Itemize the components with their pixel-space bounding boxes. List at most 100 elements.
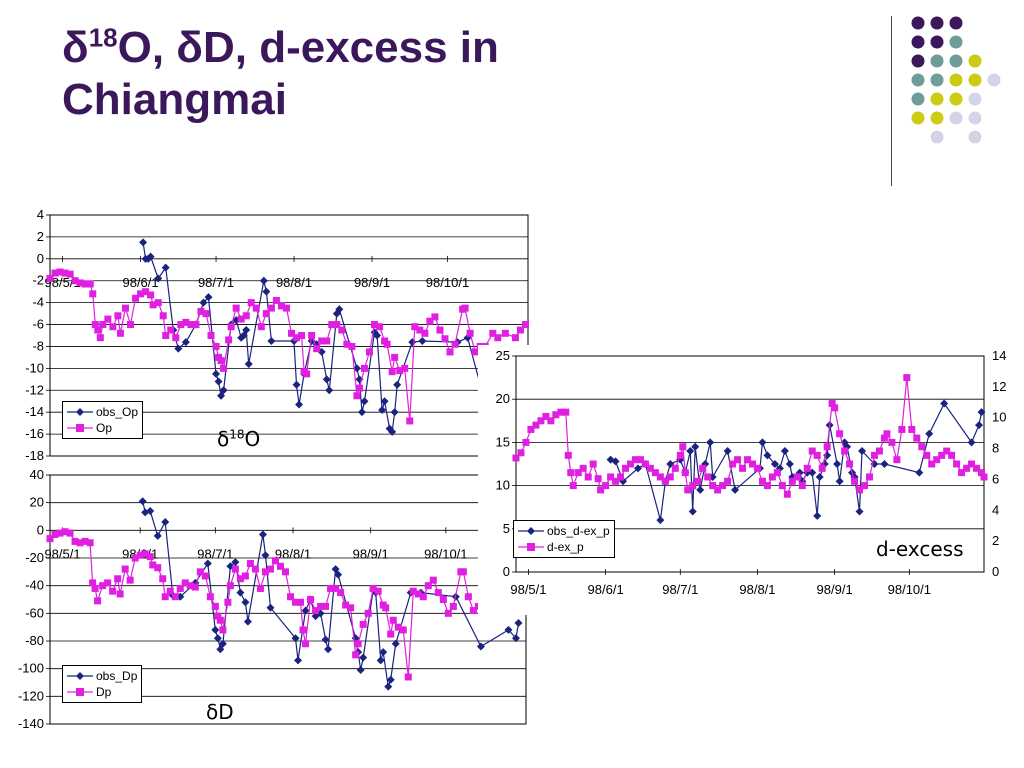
- y-tick-label: -16: [25, 426, 44, 441]
- data-point: [706, 438, 715, 447]
- data-point: [214, 612, 222, 620]
- o18-legend: obs_Op Op: [62, 401, 144, 439]
- data-point: [66, 270, 74, 278]
- data-point: [360, 397, 369, 406]
- data-point: [414, 590, 422, 598]
- data-point: [569, 482, 577, 490]
- data-point: [227, 323, 235, 331]
- data-point: [429, 576, 437, 584]
- data-point: [159, 312, 167, 320]
- data-point: [594, 475, 602, 483]
- data-point: [606, 455, 615, 464]
- data-point: [127, 321, 135, 329]
- data-point: [512, 454, 520, 462]
- data-point: [167, 326, 175, 334]
- data-point: [378, 405, 387, 414]
- data-point: [139, 238, 148, 247]
- data-point: [109, 323, 117, 331]
- data-point: [421, 329, 429, 337]
- data-point: [154, 274, 163, 283]
- data-point: [785, 460, 794, 468]
- x-tick-label: 98/5/1: [45, 275, 81, 290]
- data-point: [461, 304, 469, 312]
- data-point: [831, 404, 839, 412]
- data-point: [199, 298, 208, 307]
- data-point: [557, 408, 565, 416]
- data-point: [364, 609, 372, 617]
- data-point: [247, 299, 255, 307]
- data-point: [813, 451, 821, 459]
- legend-entry: d-ex_p: [518, 539, 610, 555]
- data-point: [391, 639, 400, 648]
- legend-label: obs_Dp: [96, 669, 138, 683]
- data-point: [666, 473, 674, 481]
- data-point: [214, 377, 223, 386]
- data-point: [348, 342, 356, 350]
- data-point: [307, 596, 315, 603]
- x-tick-label: 98/9/1: [354, 275, 390, 290]
- y2-tick-label: 14: [992, 348, 1006, 363]
- data-point: [612, 477, 620, 485]
- data-point: [294, 656, 303, 665]
- data-point: [399, 626, 407, 634]
- x-tick-label: 98/6/1: [122, 275, 158, 290]
- data-point: [883, 430, 891, 438]
- data-point: [537, 417, 545, 425]
- data-point: [846, 460, 854, 468]
- data-point: [166, 587, 174, 595]
- data-point: [918, 443, 926, 451]
- x-tick-label: 98/8/1: [276, 275, 312, 290]
- data-point: [154, 564, 162, 572]
- data-point: [136, 551, 144, 559]
- data-point: [186, 582, 194, 590]
- data-point: [261, 568, 269, 576]
- y-tick-label: 20: [30, 495, 44, 510]
- data-point: [316, 609, 325, 618]
- data-point: [231, 558, 240, 567]
- data-point: [424, 582, 432, 590]
- data-point: [325, 386, 334, 395]
- data-point: [226, 582, 234, 590]
- data-point: [242, 326, 251, 335]
- y2-tick-label: 10: [992, 410, 1006, 425]
- data-point: [978, 469, 986, 477]
- data-point: [567, 469, 575, 477]
- data-point: [387, 630, 395, 638]
- x-tick-label: 98/9/1: [817, 582, 853, 597]
- data-point: [676, 451, 684, 459]
- data-point: [763, 451, 772, 460]
- y-tick-label: -10: [25, 360, 44, 375]
- data-point: [607, 473, 615, 481]
- data-point: [714, 486, 722, 494]
- data-point: [855, 507, 864, 516]
- data-point: [803, 464, 811, 472]
- data-point: [808, 447, 816, 455]
- x-tick-label: 98/7/1: [662, 582, 698, 597]
- data-point: [451, 340, 459, 348]
- data-point: [144, 254, 153, 263]
- data-point: [775, 464, 784, 473]
- data-point: [266, 603, 275, 612]
- data-point: [584, 473, 592, 481]
- data-point: [353, 392, 361, 400]
- decorative-dot: [968, 73, 982, 87]
- data-point: [758, 477, 766, 485]
- data-point: [656, 473, 664, 481]
- data-point: [446, 348, 454, 356]
- y-tick-label: -4: [32, 295, 44, 310]
- data-point: [494, 334, 502, 342]
- data-point: [317, 602, 325, 610]
- data-point: [359, 653, 368, 662]
- data-point: [154, 299, 162, 307]
- data-point: [574, 469, 582, 477]
- data-point: [201, 572, 209, 580]
- data-point: [679, 443, 687, 451]
- data-point: [161, 518, 170, 527]
- data-point: [382, 604, 390, 612]
- data-point: [287, 593, 295, 601]
- data-point: [444, 609, 452, 617]
- y-tick-label: -100: [18, 661, 44, 676]
- data-point: [81, 280, 89, 288]
- data-point: [788, 472, 797, 481]
- data-point: [333, 321, 341, 329]
